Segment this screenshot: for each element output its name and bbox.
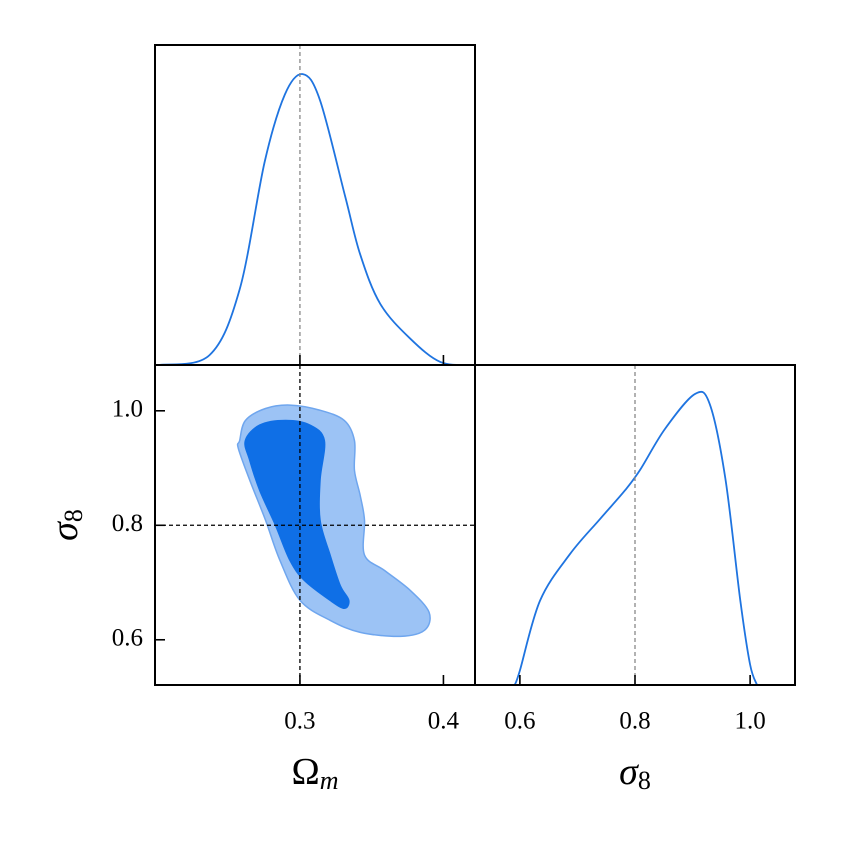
x-tick-label: 0.6 (504, 708, 535, 735)
panel (155, 365, 475, 685)
axis-symbol: σ (619, 751, 639, 793)
panel (513, 365, 758, 685)
x-tick-label: 1.0 (734, 708, 765, 735)
panel (159, 45, 471, 365)
x-tick-label: 0.3 (284, 708, 315, 735)
axis-label: σ8 (44, 509, 88, 541)
y-tick-label: 1.0 (112, 396, 143, 423)
x-tick-label: 0.4 (428, 708, 460, 735)
axis-subscript: 8 (638, 766, 651, 795)
y-tick-label: 0.6 (112, 625, 143, 652)
y-tick-label: 0.8 (112, 510, 143, 537)
x-tick-label: 0.8 (619, 708, 650, 735)
panel-frame (154, 44, 476, 366)
axis-symbol: σ (44, 521, 86, 541)
density-curve (513, 390, 758, 685)
contour-level (244, 419, 350, 610)
axis-subscript: m (320, 766, 339, 795)
axis-label: σ8 (619, 751, 651, 795)
panel-frame (474, 364, 796, 686)
axis-symbol: Ω (291, 751, 319, 793)
density-curve (159, 73, 471, 365)
axis-subscript: 8 (59, 509, 88, 522)
axis-label: Ωm (291, 751, 338, 795)
